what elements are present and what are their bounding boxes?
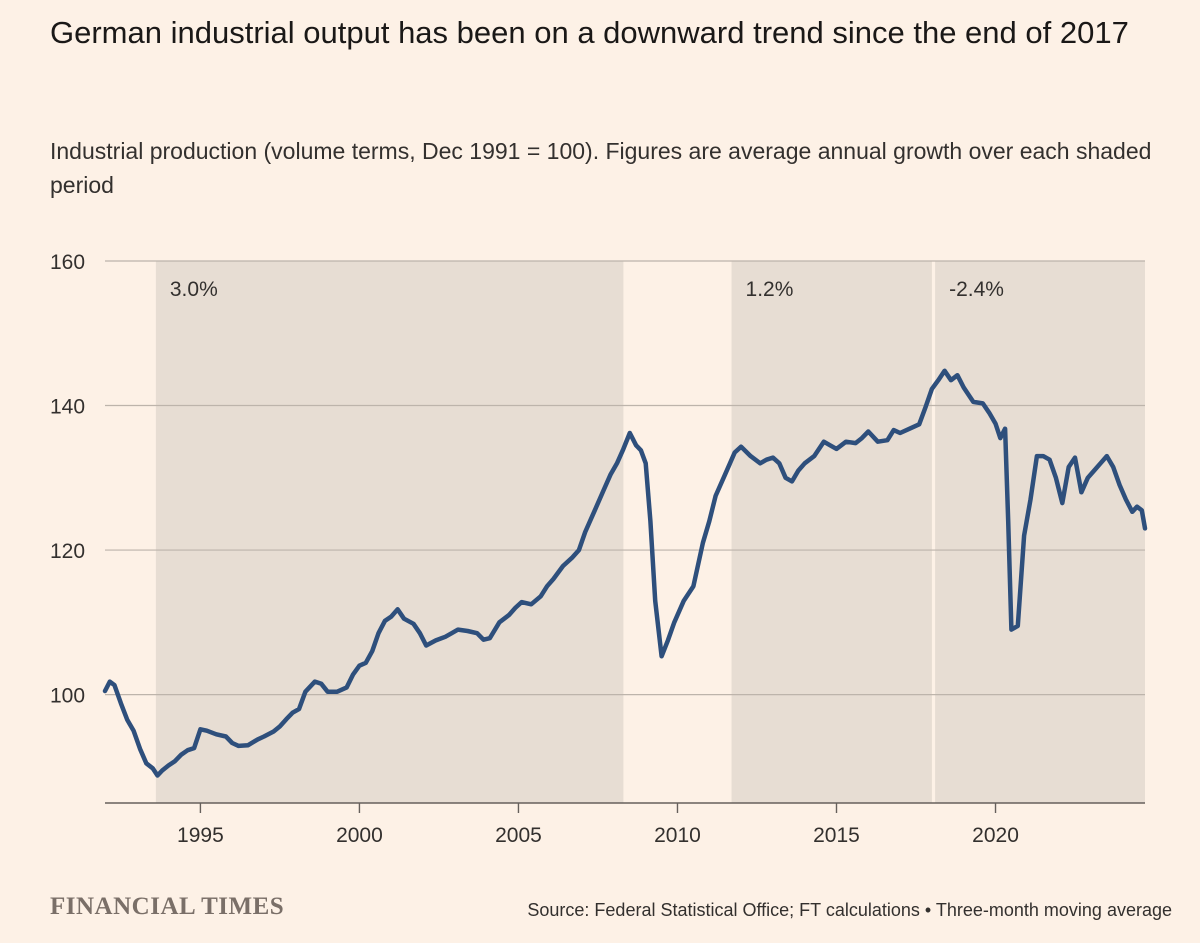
x-tick-label-2000: 2000 [336,824,383,847]
period-label-0: 3.0% [170,278,218,301]
period-label-1: 1.2% [746,278,794,301]
y-tick-label-140: 140 [50,396,85,419]
shaded-period-2 [935,261,1145,803]
x-tick-label-1995: 1995 [177,824,224,847]
y-tick-label-120: 120 [50,540,85,563]
x-axis: 1995 2000 2005 2010 2015 2020 [105,802,1145,847]
series-line-layer [102,368,1148,778]
series-line-0 [102,368,1148,778]
x-tick-label-2005: 2005 [495,824,542,847]
shaded-period-1 [731,261,932,803]
shaded-periods [155,261,1145,803]
chart-subtitle: Industrial production (volume terms, Dec… [50,138,1152,198]
shaded-period-0 [155,261,624,803]
chart-title: German industrial output has been on a d… [50,15,1129,50]
x-tick-label-2020: 2020 [972,824,1019,847]
period-label-2: -2.4% [949,278,1004,301]
y-tick-label-160: 160 [50,251,85,274]
source-note: Source: Federal Statistical Office; FT c… [527,900,1172,920]
x-tick-label-2015: 2015 [813,824,860,847]
period-labels: 3.0% 1.2% -2.4% [170,278,1004,301]
y-tick-label-100: 100 [50,685,85,708]
financial-times-logo: FINANCIAL TIMES [50,893,285,920]
gridlines: 100 120 140 160 [50,251,1145,708]
x-tick-label-2010: 2010 [654,824,701,847]
